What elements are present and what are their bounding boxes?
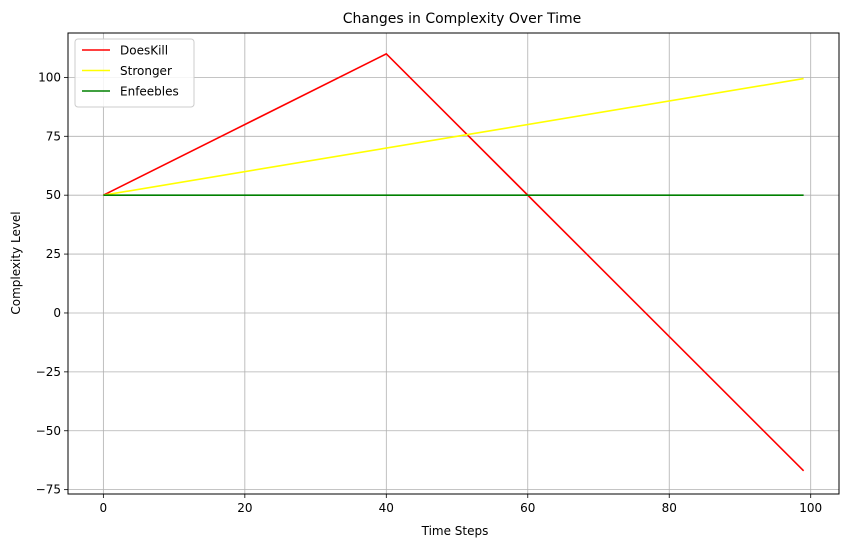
series-line-stronger — [103, 77, 804, 196]
legend-label: Enfeebles — [120, 85, 179, 99]
chart-title: Changes in Complexity Over Time — [343, 11, 581, 27]
x-tick-label: 60 — [520, 501, 535, 515]
x-tick-label: 40 — [379, 501, 394, 515]
series-lines — [103, 52, 805, 472]
legend: DoesKill Stronger Enfeebles — [74, 38, 195, 108]
y-tick-label: −50 — [36, 424, 61, 438]
y-tick-label: 75 — [46, 129, 61, 143]
y-tick-label: 100 — [38, 70, 61, 84]
legend-label: Stronger — [120, 64, 172, 78]
y-axis-label: Complexity Level — [9, 211, 23, 314]
y-tick-label: −75 — [36, 483, 61, 497]
series-line-doeskill — [103, 52, 805, 472]
x-tick-label: 80 — [662, 501, 677, 515]
y-axis-ticks: −75 −50 −25 0 25 50 75 100 — [36, 70, 68, 497]
x-axis-ticks: 0 20 40 60 80 100 — [100, 494, 822, 515]
x-tick-label: 100 — [799, 501, 822, 515]
y-tick-label: 0 — [53, 306, 61, 320]
x-tick-label: 20 — [237, 501, 252, 515]
y-tick-label: −25 — [36, 365, 61, 379]
legend-label: DoesKill — [120, 44, 168, 58]
x-axis-label: Time Steps — [421, 524, 489, 538]
grid-lines — [68, 33, 839, 494]
plot-frame — [67, 32, 840, 495]
y-tick-label: 25 — [46, 247, 61, 261]
x-tick-label: 0 — [100, 501, 108, 515]
legend-box — [74, 38, 195, 108]
y-tick-label: 50 — [46, 188, 61, 202]
